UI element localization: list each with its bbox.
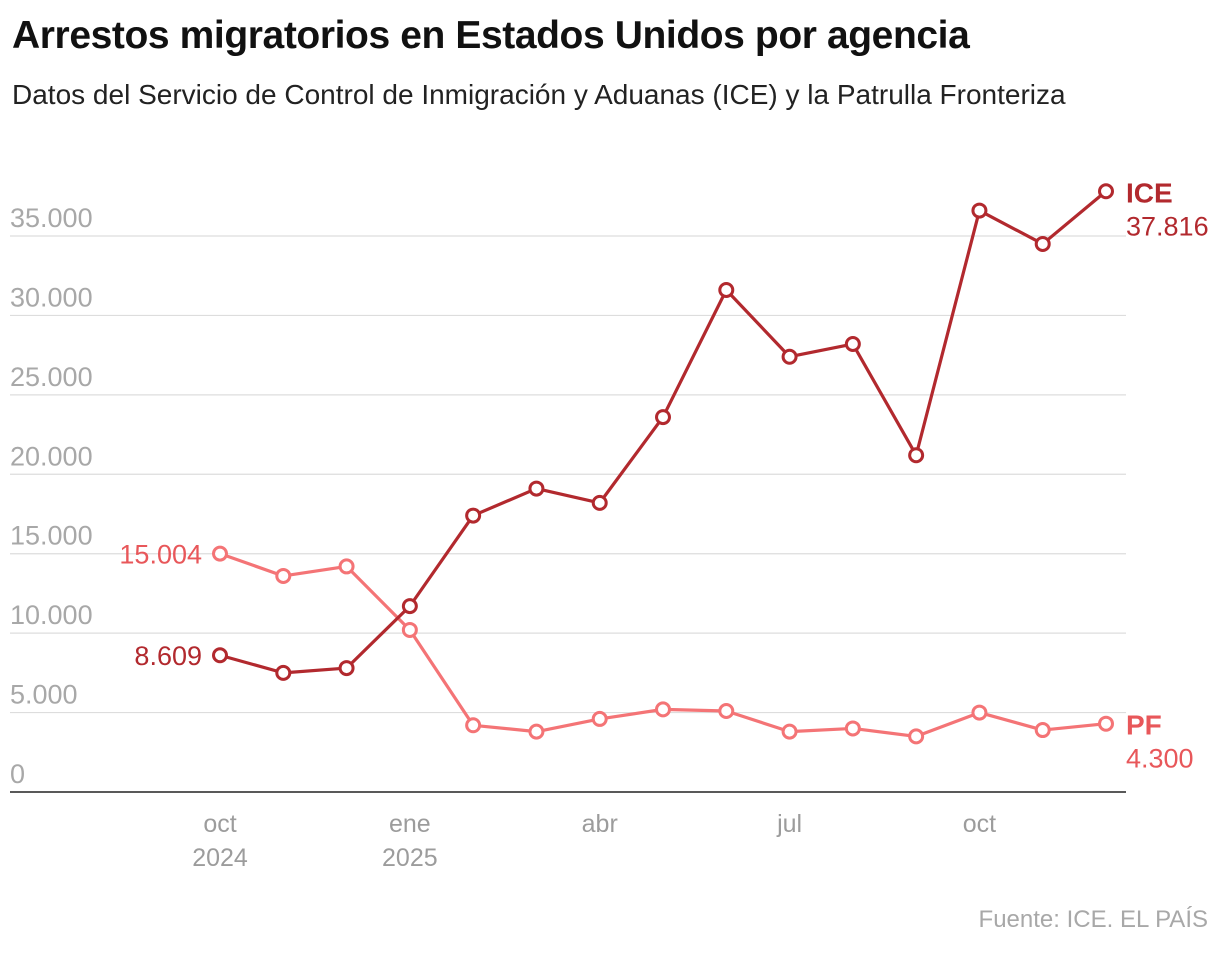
- data-point-pf: [1098, 715, 1114, 732]
- data-point-ice: [401, 598, 418, 615]
- data-point-ice: [844, 336, 861, 353]
- data-point-ice: [971, 202, 988, 219]
- y-tick-label: 0: [10, 759, 25, 789]
- data-point-ice: [655, 409, 671, 426]
- data-point-ice: [528, 480, 545, 497]
- data-point-ice: [465, 507, 482, 524]
- data-point-pf: [1034, 722, 1051, 739]
- data-point-pf: [655, 701, 671, 718]
- series-name-label-pf: PF: [1126, 710, 1162, 741]
- data-point-pf: [528, 723, 545, 740]
- data-point-pf: [781, 723, 798, 740]
- x-tick-label: abr: [582, 810, 618, 838]
- data-point-ice: [338, 660, 355, 677]
- y-axis-ticks: 0 5.000 10.000 15.000 20.000 25.000 30.000 35.0…: [10, 203, 93, 789]
- data-point-pf: [971, 704, 988, 721]
- y-tick-label: 35.000: [10, 203, 93, 233]
- data-point-pf: [338, 558, 355, 575]
- series-name-label-ice: ICE: [1126, 177, 1173, 208]
- data-point-ice: [908, 447, 925, 464]
- data-point-pf: [465, 717, 482, 734]
- chart-subtitle: Datos del Servicio de Control de Inmigra…: [12, 79, 1066, 110]
- end-value-label-pf: 4.300: [1126, 744, 1194, 774]
- y-tick-label: 10.000: [10, 600, 93, 630]
- data-point-ice: [781, 348, 798, 365]
- x-axis-ticks: oct 2024 ene 2025 abr jul oct: [192, 810, 996, 872]
- start-value-label-ice: 8.609: [134, 641, 202, 671]
- y-tick-label: 15.000: [10, 521, 93, 551]
- data-point-ice: [591, 494, 608, 511]
- data-point-pf: [275, 567, 292, 584]
- x-tick-label: ene: [389, 810, 431, 838]
- series: [212, 183, 1114, 745]
- data-point-pf: [401, 621, 418, 638]
- data-point-ice: [1034, 235, 1051, 252]
- data-point-pf: [718, 702, 735, 719]
- x-tick-label: oct: [203, 810, 236, 838]
- x-tick-label: jul: [776, 810, 802, 838]
- end-value-label-ice: 37.816: [1126, 211, 1209, 241]
- x-tick-year: 2025: [382, 844, 438, 872]
- y-tick-label: 30.000: [10, 282, 93, 312]
- source-note: Fuente: ICE. EL PAÍS: [978, 906, 1208, 933]
- y-tick-label: 20.000: [10, 441, 93, 471]
- y-tick-label: 25.000: [10, 362, 93, 392]
- data-point-pf: [844, 720, 861, 737]
- data-point-ice: [275, 664, 292, 681]
- chart-title: Arrestos migratorios en Estados Unidos p…: [12, 14, 970, 57]
- data-point-pf: [908, 728, 925, 745]
- x-tick-year: 2024: [192, 844, 248, 872]
- x-tick-label: oct: [963, 810, 996, 838]
- start-value-label-pf: 15.004: [119, 540, 202, 570]
- series-line-ice: [219, 190, 1108, 675]
- data-point-ice: [212, 647, 228, 664]
- data-point-ice: [1098, 183, 1114, 200]
- data-point-pf: [591, 710, 608, 727]
- grid-lines: [10, 235, 1126, 793]
- data-point-pf: [212, 545, 228, 562]
- y-tick-label: 5.000: [10, 680, 78, 710]
- data-point-ice: [718, 282, 735, 299]
